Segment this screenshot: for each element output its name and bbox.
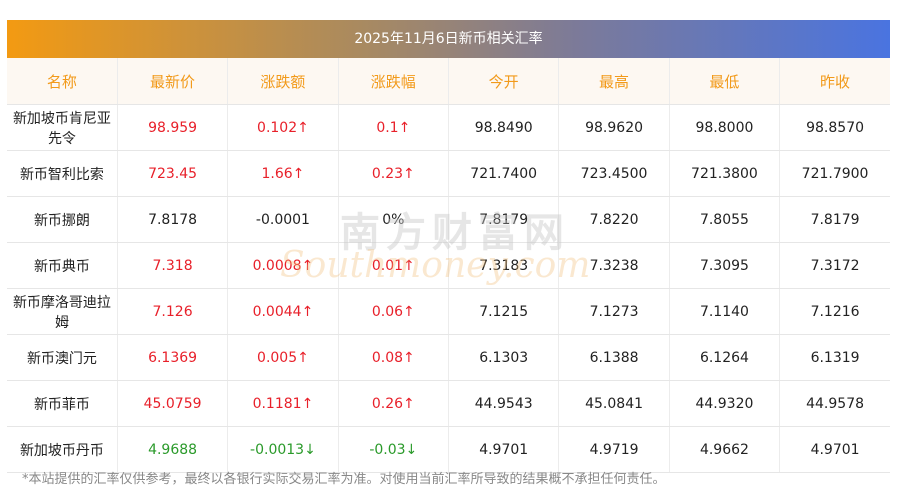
cell-price: 98.959 (117, 104, 229, 151)
cell-high: 45.0841 (558, 380, 670, 427)
cell-low: 7.1140 (669, 288, 781, 335)
cell-open: 7.1215 (448, 288, 560, 335)
column-header: 昨收 (779, 58, 890, 105)
header-row: 名称 最新价 涨跌额 涨跌幅 今开 最高 最低 昨收 (7, 58, 890, 105)
table-row: 新币菲币 45.0759 0.1181↑ 0.26↑ 44.9543 45.0841 44.… (7, 380, 890, 427)
cell-high: 98.9620 (558, 104, 670, 151)
cell-price: 6.1369 (117, 334, 229, 381)
cell-low: 721.3800 (669, 150, 781, 197)
cell-prev: 6.1319 (779, 334, 890, 381)
exchange-rate-table: 名称 最新价 涨跌额 涨跌幅 今开 最高 最低 昨收 新加坡币肯尼亚先令 98.959 0.102… (7, 58, 890, 473)
cell-prev: 98.8570 (779, 104, 890, 151)
cell-prev: 7.1216 (779, 288, 890, 335)
table-row: 新加坡币丹币 4.9688 -0.0013↓ -0.03↓ 4.9701 4.9719 4.… (7, 426, 890, 473)
cell-open: 44.9543 (448, 380, 560, 427)
table-row: 新币智利比索 723.45 1.66↑ 0.23↑ 721.7400 723.4500 72… (7, 150, 890, 197)
cell-open: 7.8179 (448, 196, 560, 243)
cell-name: 新币菲币 (7, 380, 118, 427)
table-row: 新币澳门元 6.1369 0.005↑ 0.08↑ 6.1303 6.1388 6.1264… (7, 334, 890, 381)
table-row: 新加坡币肯尼亚先令 98.959 0.102↑ 0.1↑ 98.8490 98.9620 9… (7, 104, 890, 151)
cell-open: 7.3183 (448, 242, 560, 289)
column-header: 最新价 (117, 58, 229, 105)
cell-name: 新币摩洛哥迪拉姆 (7, 288, 118, 335)
cell-low: 7.3095 (669, 242, 781, 289)
table-row: 新币摩洛哥迪拉姆 7.126 0.0044↑ 0.06↑ 7.1215 7.1273 7.1… (7, 288, 890, 335)
table-title: 2025年11月6日新币相关汇率 (7, 20, 890, 58)
cell-open: 6.1303 (448, 334, 560, 381)
cell-pct: 0.26↑ (338, 380, 450, 427)
cell-name: 新加坡币丹币 (7, 426, 118, 473)
cell-pct: 0.08↑ (338, 334, 450, 381)
cell-change: 0.0008↑ (227, 242, 339, 289)
cell-name: 新币挪朗 (7, 196, 118, 243)
cell-open: 4.9701 (448, 426, 560, 473)
cell-high: 6.1388 (558, 334, 670, 381)
cell-high: 7.1273 (558, 288, 670, 335)
column-header: 涨跌幅 (338, 58, 450, 105)
cell-change: 0.0044↑ (227, 288, 339, 335)
cell-change: -0.0001 (227, 196, 339, 243)
cell-price: 7.126 (117, 288, 229, 335)
cell-low: 44.9320 (669, 380, 781, 427)
cell-pct: 0.06↑ (338, 288, 450, 335)
column-header: 今开 (448, 58, 560, 105)
cell-prev: 721.7900 (779, 150, 890, 197)
cell-change: 1.66↑ (227, 150, 339, 197)
cell-pct: 0.23↑ (338, 150, 450, 197)
cell-prev: 4.9701 (779, 426, 890, 473)
cell-high: 7.8220 (558, 196, 670, 243)
cell-price: 4.9688 (117, 426, 229, 473)
cell-high: 723.4500 (558, 150, 670, 197)
cell-pct: 0.01↑ (338, 242, 450, 289)
cell-open: 721.7400 (448, 150, 560, 197)
disclaimer-note: *本站提供的汇率仅供参考，最终以各银行实际交易汇率为准。对使用当前汇率所导致的结… (22, 472, 666, 487)
cell-name: 新加坡币肯尼亚先令 (7, 104, 118, 151)
cell-change: -0.0013↓ (227, 426, 339, 473)
column-header: 最高 (558, 58, 670, 105)
cell-price: 45.0759 (117, 380, 229, 427)
column-header: 名称 (7, 58, 118, 105)
cell-change: 0.1181↑ (227, 380, 339, 427)
cell-price: 7.8178 (117, 196, 229, 243)
table-row: 新币典币 7.318 0.0008↑ 0.01↑ 7.3183 7.3238 7.3095 7… (7, 242, 890, 289)
cell-name: 新币典币 (7, 242, 118, 289)
cell-pct: 0% (338, 196, 450, 243)
cell-prev: 7.8179 (779, 196, 890, 243)
cell-change: 0.102↑ (227, 104, 339, 151)
cell-change: 0.005↑ (227, 334, 339, 381)
cell-price: 723.45 (117, 150, 229, 197)
cell-high: 7.3238 (558, 242, 670, 289)
table-row: 新币挪朗 7.8178 -0.0001 0% 7.8179 7.8220 7.8055 7.8… (7, 196, 890, 243)
cell-name: 新币智利比索 (7, 150, 118, 197)
cell-pct: 0.1↑ (338, 104, 450, 151)
cell-low: 7.8055 (669, 196, 781, 243)
column-header: 最低 (669, 58, 781, 105)
cell-low: 4.9662 (669, 426, 781, 473)
column-header: 涨跌额 (227, 58, 339, 105)
cell-pct: -0.03↓ (338, 426, 450, 473)
cell-low: 6.1264 (669, 334, 781, 381)
cell-prev: 7.3172 (779, 242, 890, 289)
cell-open: 98.8490 (448, 104, 560, 151)
cell-price: 7.318 (117, 242, 229, 289)
cell-prev: 44.9578 (779, 380, 890, 427)
cell-name: 新币澳门元 (7, 334, 118, 381)
cell-high: 4.9719 (558, 426, 670, 473)
cell-low: 98.8000 (669, 104, 781, 151)
